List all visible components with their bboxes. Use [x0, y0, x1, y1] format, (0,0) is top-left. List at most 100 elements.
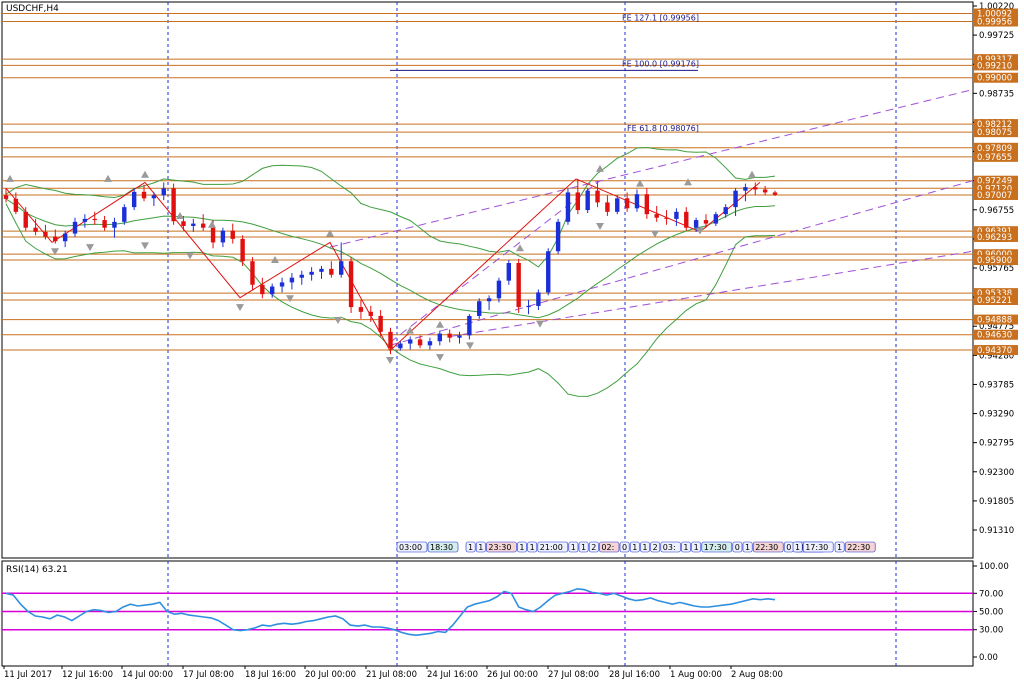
- x-tick-label: 2 Aug 08:00: [731, 670, 783, 680]
- fractal-up-marker: [141, 170, 149, 178]
- session-label-box: [732, 541, 743, 553]
- session-label-box: [834, 541, 845, 553]
- session-label-text: 17:30: [805, 543, 828, 552]
- session-label-box: [691, 541, 702, 553]
- x-tick-label: 20 Jul 00:00: [305, 670, 356, 680]
- y-tick-label: 0.92795: [979, 439, 1014, 449]
- fractal-markers: [6, 164, 756, 365]
- fractal-down-marker: [51, 248, 59, 256]
- bull-candle: [506, 263, 512, 281]
- session-label-text: 22:30: [755, 543, 778, 552]
- session-label-text: 1: [837, 543, 842, 552]
- session-label-box: [486, 541, 517, 553]
- session-label-text: 1: [694, 543, 699, 552]
- bull-candle: [477, 301, 482, 316]
- session-label-box: [701, 541, 733, 553]
- session-label-box: [527, 541, 538, 553]
- session-label-box: [619, 541, 630, 553]
- session-label-box: [742, 541, 753, 553]
- bull-candle: [457, 335, 462, 338]
- bull-candle: [526, 305, 531, 308]
- session-label-box: [660, 541, 681, 553]
- bear-candle: [664, 217, 669, 219]
- session-label-box: [752, 541, 784, 553]
- fractal-up-marker: [684, 178, 692, 186]
- session-label-box: [465, 541, 476, 553]
- bear-candle: [240, 238, 245, 262]
- price-tag-box: [974, 16, 1018, 27]
- horizontal-levels: [2, 13, 973, 351]
- session-label-box: [640, 541, 650, 553]
- fractal-down-marker: [386, 357, 394, 365]
- bull-candle: [161, 188, 166, 196]
- session-labels: 03:00 18:30 1 1 23:30 1 1 21:00 1 1 2 02: 0 1 1 2 03: 1 1 1…: [396, 541, 876, 553]
- fractal-down-marker: [466, 342, 474, 350]
- session-label-box: [588, 541, 599, 553]
- rsi-tick-label: 50.00: [979, 608, 1003, 618]
- price-tag-label: 0.96293: [977, 233, 1012, 243]
- fractal-down-marker: [236, 304, 244, 312]
- bull-candle: [82, 218, 88, 222]
- session-label-text: 18:30: [430, 543, 453, 552]
- price-tag-label: 0.97007: [977, 191, 1012, 201]
- price-tag-box: [974, 175, 1018, 186]
- price-tag-label: 1.00092: [977, 10, 1012, 20]
- time-axis: 11 Jul 2017 12 Jul 16:00 14 Jul 00:00 17 Ju…: [3, 666, 783, 680]
- y-tick-label: 0.91805: [979, 497, 1014, 507]
- session-label-text: 23:30: [488, 543, 511, 552]
- y-tick-label: 0.94280: [979, 351, 1014, 361]
- session-label-text: 1: [468, 543, 473, 552]
- y-tick-label: 0.93785: [979, 380, 1014, 390]
- price-tag-label: 0.99210: [977, 61, 1012, 71]
- bear-candle: [605, 202, 610, 212]
- session-label-box: [599, 541, 620, 553]
- session-label-text: 2: [591, 543, 596, 552]
- candlesticks: [3, 178, 778, 355]
- bull-candle: [615, 198, 620, 212]
- bull-candle: [546, 251, 551, 293]
- bear-candle: [260, 284, 265, 295]
- fe-label: FE 127.1 [0.99956]: [622, 14, 699, 23]
- bear-candle: [141, 191, 147, 199]
- session-label-text: 21:00: [540, 543, 563, 552]
- fractal-up-marker: [326, 229, 334, 237]
- price-tag-box: [974, 54, 1018, 65]
- session-label-text: 0: [622, 543, 627, 552]
- rsi-indicator: 100.00 70.00 50.00 30.00 0.00: [2, 562, 1009, 663]
- price-tag-label: 0.97249: [977, 177, 1012, 187]
- price-tag-label: 0.94630: [977, 331, 1012, 341]
- bear-candle: [3, 195, 9, 199]
- price-tag-label: 0.95900: [977, 256, 1012, 266]
- bear-candle: [43, 231, 48, 237]
- bull-candle: [62, 233, 68, 242]
- fractal-up-marker: [176, 211, 184, 219]
- x-tick-label: 28 Jul 16:00: [609, 670, 660, 680]
- bull-candle: [565, 192, 571, 222]
- session-label-box: [802, 541, 834, 553]
- fractal-down-marker: [286, 295, 294, 303]
- rsi-line: [5, 587, 776, 637]
- rsi-tick-label: 70.00: [979, 589, 1003, 599]
- bull-candle: [72, 221, 78, 234]
- bear-candle: [378, 315, 383, 332]
- session-label-text: 1: [745, 543, 750, 552]
- bull-candle: [585, 190, 590, 211]
- fractal-up-marker: [271, 256, 279, 264]
- session-label-box: [396, 541, 428, 553]
- x-tick-label: 17 Jul 08:00: [183, 670, 234, 680]
- session-label-text: 1: [581, 543, 586, 552]
- x-tick-label: 14 Jul 00:00: [122, 670, 173, 680]
- bear-candle: [595, 190, 600, 203]
- price-tag-label: 0.95338: [977, 289, 1012, 299]
- bull-candle: [309, 271, 314, 275]
- price-tag-box: [974, 249, 1018, 260]
- price-tag-label: 0.97655: [977, 153, 1012, 163]
- price-tag-box: [974, 288, 1018, 299]
- session-label-text: 1: [795, 543, 800, 552]
- symbol-title: USDCHF,H4: [6, 4, 59, 14]
- fractal-down-marker: [696, 227, 704, 235]
- bear-candle: [644, 194, 650, 215]
- x-tick-label: 26 Jul 00:00: [487, 670, 538, 680]
